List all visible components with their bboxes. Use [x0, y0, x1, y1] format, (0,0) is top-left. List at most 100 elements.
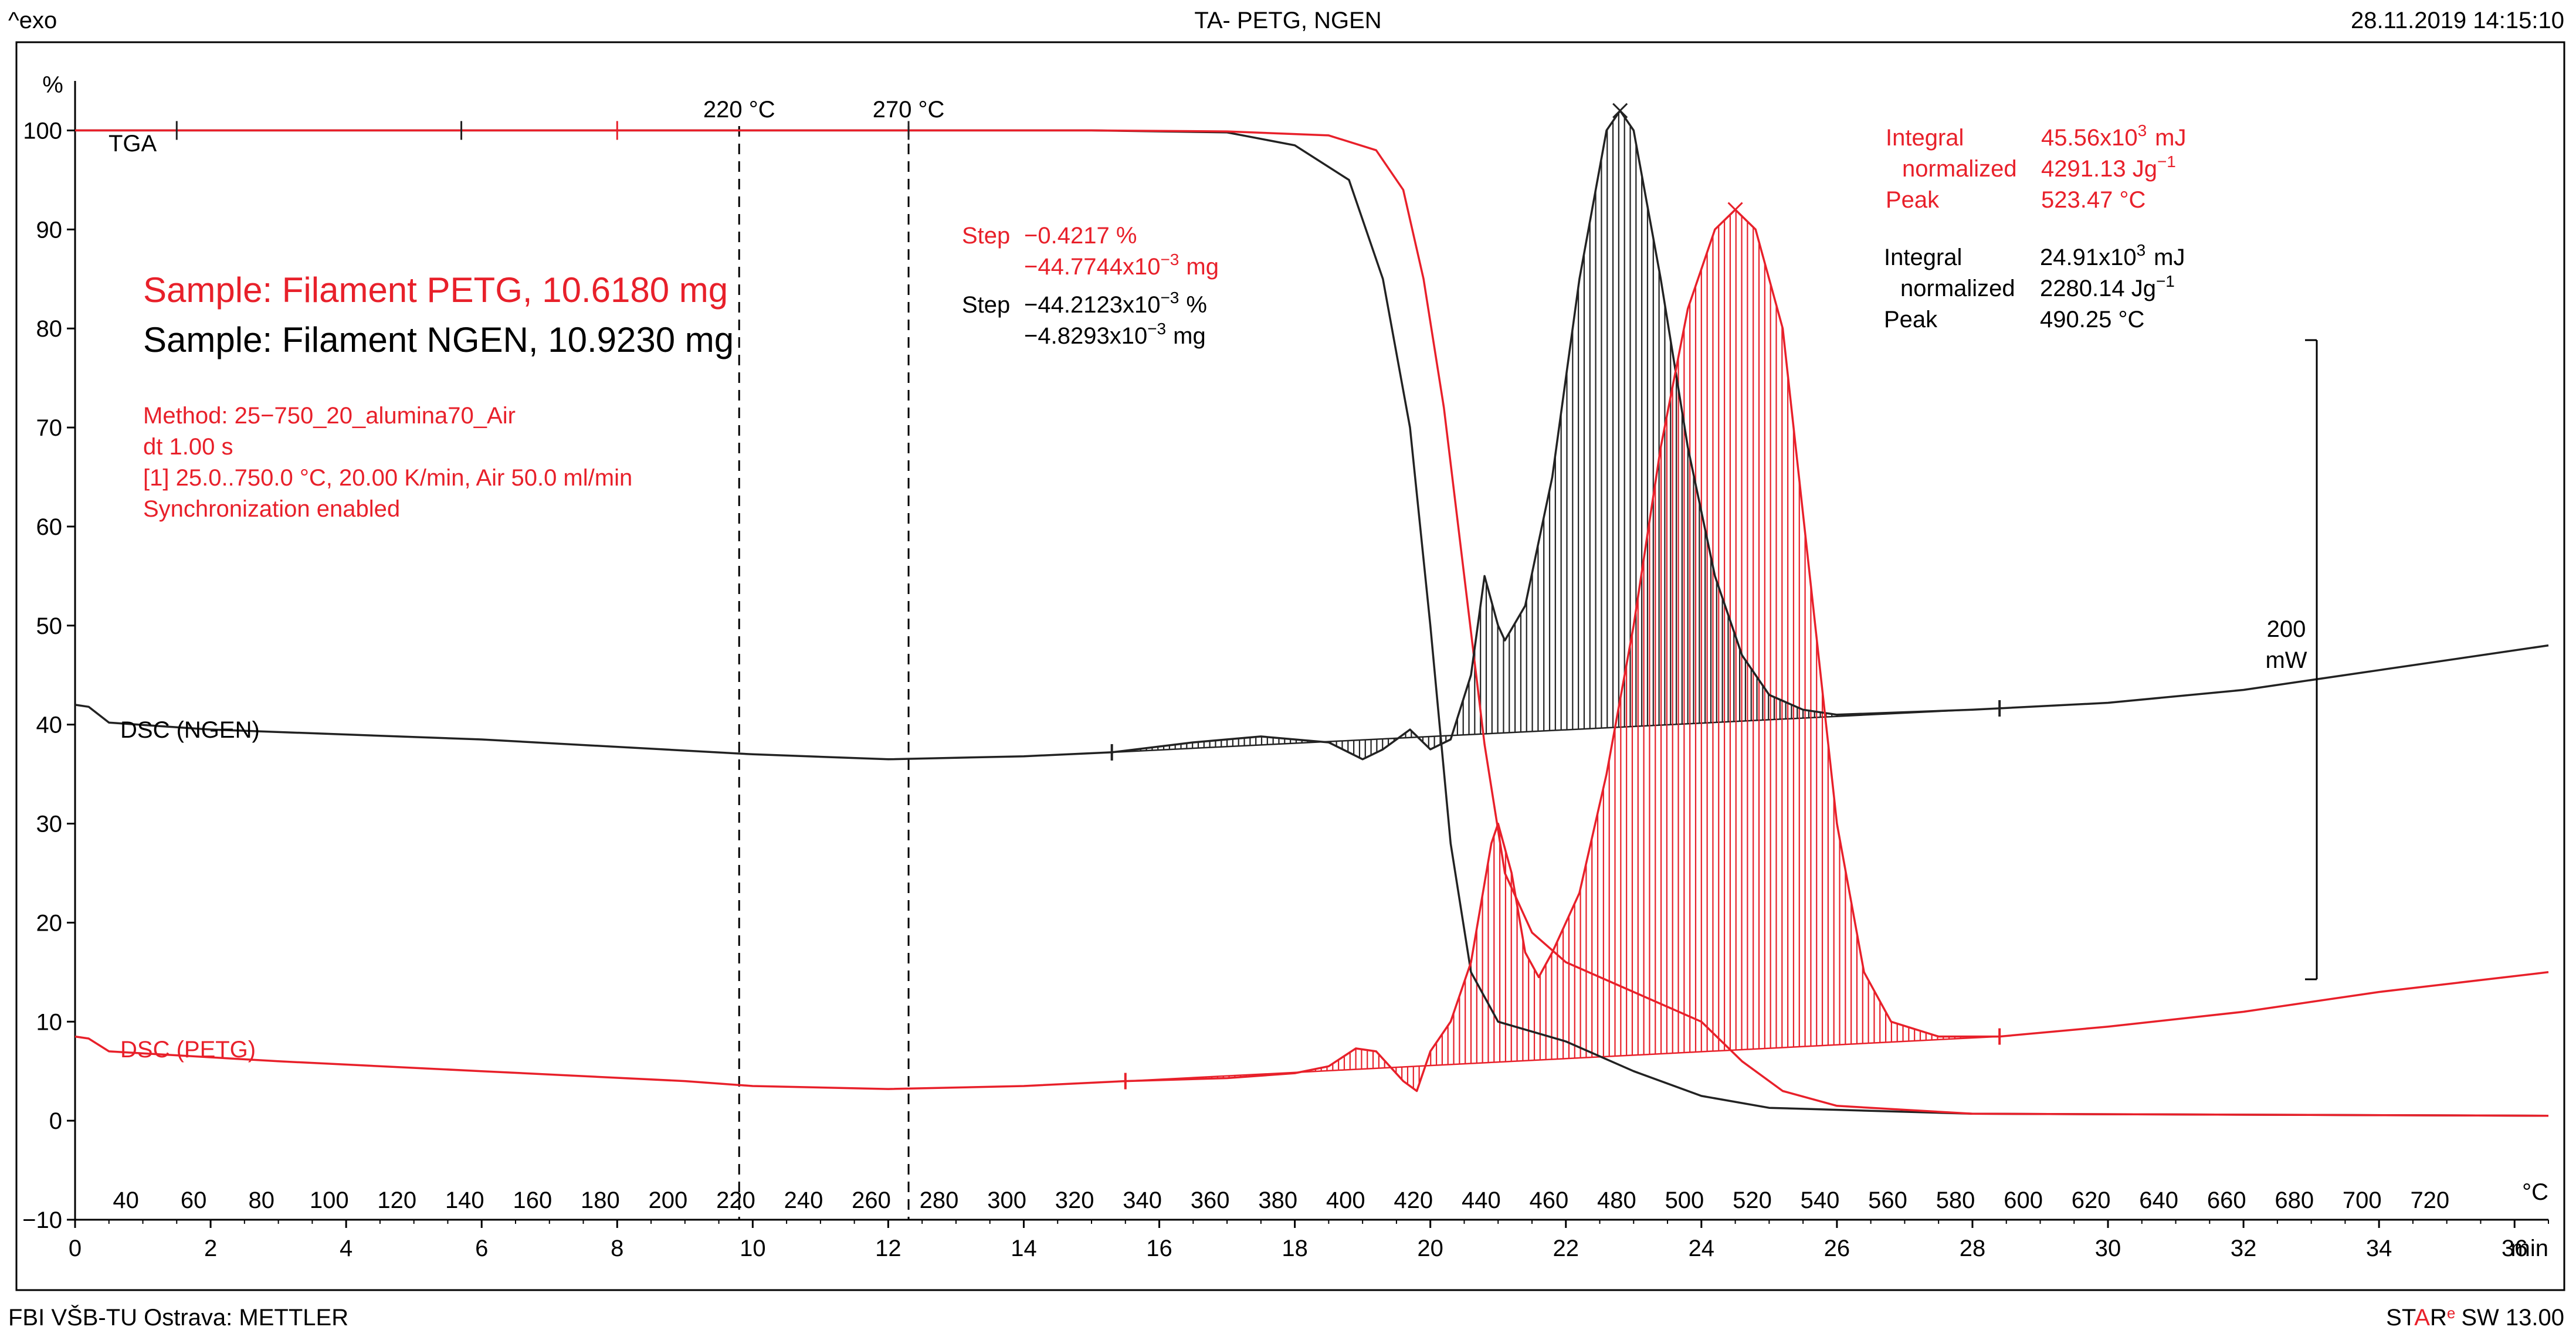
temp-tick-label: 700 [2343, 1187, 2382, 1213]
temp-tick-label: 60 [181, 1187, 207, 1213]
temp-tick-label: 560 [1868, 1187, 1907, 1213]
temp-tick-label: 620 [2072, 1187, 2111, 1213]
y-tick-label: 100 [23, 118, 62, 144]
y-unit: % [42, 72, 63, 98]
integral-ngen-peak-label: Peak [1884, 307, 1938, 332]
temp-tick-label: 120 [377, 1187, 416, 1213]
step-ngen-label: Step [962, 292, 1010, 318]
y-tick-label: −10 [22, 1207, 62, 1233]
method-block: Method: 25−750_20_alumina70_Air dt 1.00 … [143, 403, 632, 522]
temp-tick-label: 540 [1801, 1187, 1840, 1213]
integral-petg-normalized-prefix: 4291.13 Jg [2041, 156, 2157, 182]
method-line-4: Synchronization enabled [143, 496, 400, 522]
chart-title: TA- PETG, NGEN [1194, 8, 1381, 33]
time-tick-label: 20 [1417, 1236, 1443, 1261]
time-tick-label: 6 [475, 1236, 488, 1261]
exo-label: ^exo [8, 8, 57, 33]
step-ngen-value1-exp: −3 [1160, 289, 1179, 307]
plot-frame [15, 41, 2565, 1291]
temp-tick-label: 520 [1733, 1187, 1772, 1213]
time-unit: min [2511, 1236, 2548, 1261]
y-tick-label: 40 [36, 712, 63, 738]
time-tick-label: 32 [2231, 1236, 2257, 1261]
step-ngen-value1-unit: % [1186, 292, 1207, 318]
temp-tick-label: 440 [1462, 1187, 1501, 1213]
scale-bar-unit: mW [2265, 647, 2307, 673]
integral-ngen-peak-value: 490.25 °C [2040, 307, 2144, 332]
footer-star-a: A [2414, 1305, 2430, 1331]
sample-petg: Sample: Filament PETG, 10.6180 mg [143, 270, 728, 310]
sample-ngen: Sample: Filament NGEN, 10.9230 mg [143, 320, 734, 359]
temp-tick-label: 80 [248, 1187, 274, 1213]
footer-left: FBI VŠB-TU Ostrava: METTLER [8, 1304, 348, 1331]
series-dsc-ngen [74, 109, 2549, 761]
vertical-markers: 220 °C 270 °C [703, 97, 944, 1220]
time-tick-label: 8 [611, 1236, 623, 1261]
step-petg-label: Step [962, 223, 1010, 249]
series-group [74, 103, 2549, 1117]
temp-tick-label: 100 [310, 1187, 349, 1213]
temp-tick-label: 680 [2275, 1187, 2314, 1213]
step-petg-value2-exp: −3 [1160, 250, 1179, 269]
footer-sw: SW 13.00 [2461, 1305, 2564, 1331]
scale-bar-value: 200 [2267, 616, 2306, 642]
integral-petg-label: Integral [1886, 125, 1964, 151]
footer-star-st: ST [2386, 1305, 2416, 1331]
footer-star-reg: e [2447, 1304, 2455, 1322]
time-tick-label: 36 [2502, 1236, 2528, 1261]
step-ngen-value2-unit: mg [1173, 323, 1206, 349]
time-ticks: 0 2 4 6 8 10 12 14 16 18 20 22 24 26 28 30 32 34 36 [69, 1220, 2549, 1261]
time-tick-label: 0 [69, 1236, 82, 1261]
integral-petg-peak-label: Peak [1886, 187, 1940, 213]
y-tick-label: 80 [36, 316, 63, 342]
label-dsc-ngen: DSC (NGEN) [120, 717, 260, 743]
method-line-1: Method: 25−750_20_alumina70_Air [143, 403, 516, 429]
y-tick-label: 0 [49, 1108, 62, 1134]
temp-tick-label: 320 [1055, 1187, 1094, 1213]
y-tick-label: 70 [36, 415, 63, 441]
temp-unit: °C [2522, 1179, 2548, 1205]
temp-tick-label: 460 [1529, 1187, 1568, 1213]
series-dsc-petg [74, 208, 2549, 1092]
label-dsc-petg: DSC (PETG) [120, 1037, 256, 1063]
integral-ngen-normalized-value: 2280.14 Jg−1 [2040, 272, 2175, 301]
integral-petg-normalized-label: normalized [1902, 156, 2017, 182]
temp-tick-label: 360 [1191, 1187, 1230, 1213]
footer-right: STARe SW 13.00 [2386, 1304, 2564, 1331]
temp-tick-label: 240 [784, 1187, 823, 1213]
temp-tick-label: 380 [1258, 1187, 1297, 1213]
integral-ngen-value: 24.91x103 mJ [2040, 241, 2185, 270]
step-ngen-annotation: Step −44.2123x10−3% −4.8293x10−3 mg [962, 289, 1207, 349]
temp-tick-label: 200 [649, 1187, 688, 1213]
temp-tick-label: 140 [445, 1187, 484, 1213]
integral-petg-normalized-exp: −1 [2157, 152, 2176, 171]
y-tick-label: 20 [36, 910, 63, 936]
integral-ngen-normalized-label: normalized [1900, 276, 2015, 301]
time-tick-label: 24 [1689, 1236, 1715, 1261]
temp-tick-label: 720 [2410, 1187, 2449, 1213]
integral-ngen-label: Integral [1884, 245, 1962, 270]
time-tick-label: 16 [1146, 1236, 1172, 1261]
time-tick-label: 10 [740, 1236, 766, 1261]
ngen-peak-marker [1612, 103, 1628, 118]
integral-petg-value: 45.56x103 mJ [2041, 121, 2187, 151]
temp-tick-label: 280 [920, 1187, 959, 1213]
vertical-marker-label: 220 °C [703, 97, 775, 123]
time-tick-label: 2 [204, 1236, 217, 1261]
integral-ngen-prefix: 24.91x10 [2040, 245, 2137, 270]
step-ngen-value2: −4.8293x10−3 mg [1024, 320, 1206, 349]
y-tick-label: 60 [36, 514, 63, 540]
temp-tick-label: 500 [1665, 1187, 1704, 1213]
y-tick-label: 10 [36, 1009, 63, 1035]
time-tick-label: 34 [2366, 1236, 2392, 1261]
temp-tick-label: 180 [581, 1187, 620, 1213]
step-petg-value2-prefix: −44.7744x10 [1024, 254, 1160, 280]
integral-petg-peak-value: 523.47 °C [2041, 187, 2145, 213]
time-tick-label: 12 [875, 1236, 901, 1261]
time-tick-label: 30 [2095, 1236, 2121, 1261]
method-line-3: [1] 25.0..750.0 °C, 20.00 K/min, Air 50.… [143, 465, 632, 491]
temp-tick-label: 260 [852, 1187, 891, 1213]
temp-tick-label: 340 [1123, 1187, 1162, 1213]
scale-bar [2305, 339, 2318, 980]
temp-tick-label: 220 [716, 1187, 755, 1213]
